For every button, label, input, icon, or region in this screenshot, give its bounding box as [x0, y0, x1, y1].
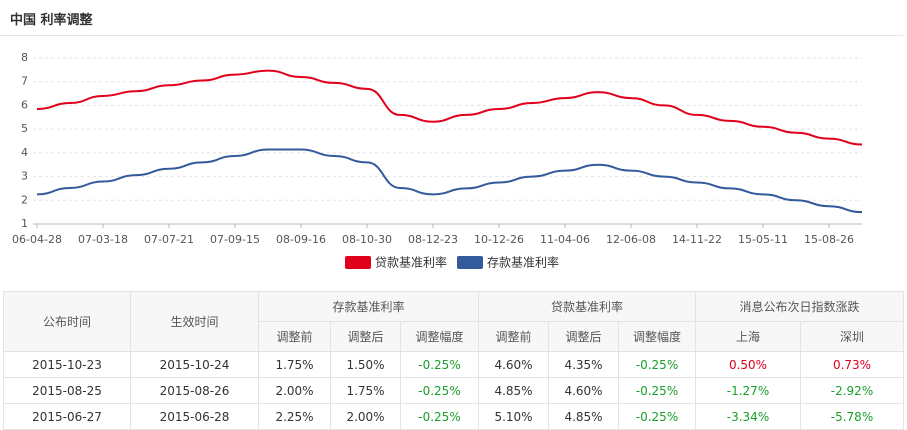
- table-cell: 2015-06-27: [3, 403, 131, 430]
- subheader-cell: 深圳: [800, 321, 904, 352]
- series-line: [36, 148, 863, 214]
- table-cell: 2015-06-28: [130, 403, 259, 430]
- x-tick-label: 12-06-08: [606, 233, 656, 246]
- table-cell: 4.35%: [548, 351, 619, 378]
- y-tick-label: 1: [21, 217, 28, 230]
- header-cell: 公布时间: [3, 291, 131, 352]
- panel-title: 中国 利率调整: [10, 13, 93, 28]
- header-cell: 消息公布次日指数涨跌: [695, 291, 904, 322]
- table-cell: -0.25%: [618, 351, 696, 378]
- x-tick-label: 07-09-15: [210, 233, 260, 246]
- table-cell: -3.34%: [695, 403, 801, 430]
- x-tick-label: 07-07-21: [144, 233, 194, 246]
- table-row: 2015-10-23 2015-10-24 1.75% 1.50% -0.25% 4.60…: [3, 351, 904, 378]
- table-cell: 1.75%: [330, 377, 401, 404]
- table-cell: 2015-08-26: [130, 377, 259, 404]
- subheader-cell: 上海: [695, 321, 801, 352]
- table-cell: -1.27%: [695, 377, 801, 404]
- header-cell: 存款基准利率: [258, 291, 479, 322]
- x-tick-label: 15-05-11: [738, 233, 788, 246]
- panel-header: 中国 利率调整: [0, 0, 903, 36]
- subheader-cell: 调整前: [478, 321, 549, 352]
- legend-label: 贷款基准利率: [375, 255, 447, 270]
- table-cell: 1.50%: [330, 351, 401, 378]
- subheader-cell: 调整前: [258, 321, 331, 352]
- table-cell: 4.85%: [478, 377, 549, 404]
- x-tick-label: 10-12-26: [474, 233, 524, 246]
- legend-label: 存款基准利率: [487, 255, 559, 270]
- y-tick-label: 6: [21, 98, 28, 111]
- table-cell: -2.92%: [800, 377, 904, 404]
- x-tick-label: 08-12-23: [408, 233, 458, 246]
- legend-swatch: [457, 256, 483, 269]
- table-cell: 2.00%: [330, 403, 401, 430]
- x-tick-label: 11-04-06: [540, 233, 590, 246]
- table-cell: -0.25%: [400, 377, 479, 404]
- table-cell: 2015-08-25: [3, 377, 131, 404]
- y-tick-label: 7: [21, 75, 28, 88]
- x-tick-label: 08-10-30: [342, 233, 392, 246]
- table-row: 2015-08-25 2015-08-26 2.00% 1.75% -0.25% 4.85…: [3, 377, 904, 404]
- table-cell: 1.75%: [258, 351, 331, 378]
- table-cell: 4.60%: [478, 351, 549, 378]
- table-row: 2015-06-27 2015-06-28 2.25% 2.00% -0.25% 5.10…: [3, 403, 904, 430]
- legend-swatch: [345, 256, 371, 269]
- subheader-cell: 调整幅度: [400, 321, 479, 352]
- subheader-cell: 调整幅度: [618, 321, 696, 352]
- table-cell: 2015-10-23: [3, 351, 131, 378]
- x-tick-label: 06-04-28: [12, 233, 62, 246]
- table-cell: -0.25%: [400, 403, 479, 430]
- header-cell: 贷款基准利率: [478, 291, 696, 322]
- table-cell: -5.78%: [800, 403, 904, 430]
- y-tick-label: 4: [21, 146, 28, 159]
- series-line: [36, 69, 863, 146]
- subheader-cell: 调整后: [548, 321, 619, 352]
- header-cell: 生效时间: [130, 291, 259, 352]
- x-tick-label: 08-09-16: [276, 233, 326, 246]
- x-tick-label: 15-08-26: [804, 233, 854, 246]
- x-tick-label: 14-11-22: [672, 233, 722, 246]
- table-cell: 4.60%: [548, 377, 619, 404]
- table-cell: -0.25%: [618, 377, 696, 404]
- table-cell: 4.85%: [548, 403, 619, 430]
- table-cell: 2.00%: [258, 377, 331, 404]
- table-cell: -0.25%: [400, 351, 479, 378]
- table-cell: 5.10%: [478, 403, 549, 430]
- y-tick-label: 3: [21, 170, 28, 183]
- subheader-cell: 调整后: [330, 321, 401, 352]
- table-cell: -0.25%: [618, 403, 696, 430]
- table-cell: 2.25%: [258, 403, 331, 430]
- x-tick-label: 07-03-18: [78, 233, 128, 246]
- y-tick-label: 8: [21, 51, 28, 64]
- y-tick-label: 2: [21, 193, 28, 206]
- table-cell: 0.73%: [800, 351, 904, 378]
- table-cell: 0.50%: [695, 351, 801, 378]
- chart: 1 2 3 4 5 6 7 8 06-04-28 07-03-18 07-07-21 07-09-15…: [12, 51, 863, 270]
- table-cell: 2015-10-24: [130, 351, 259, 378]
- y-tick-label: 5: [21, 122, 28, 135]
- rate-table: 公布时间 生效时间 存款基准利率 贷款基准利率 消息公布次日指数涨跌 调整前 调整…: [3, 291, 904, 430]
